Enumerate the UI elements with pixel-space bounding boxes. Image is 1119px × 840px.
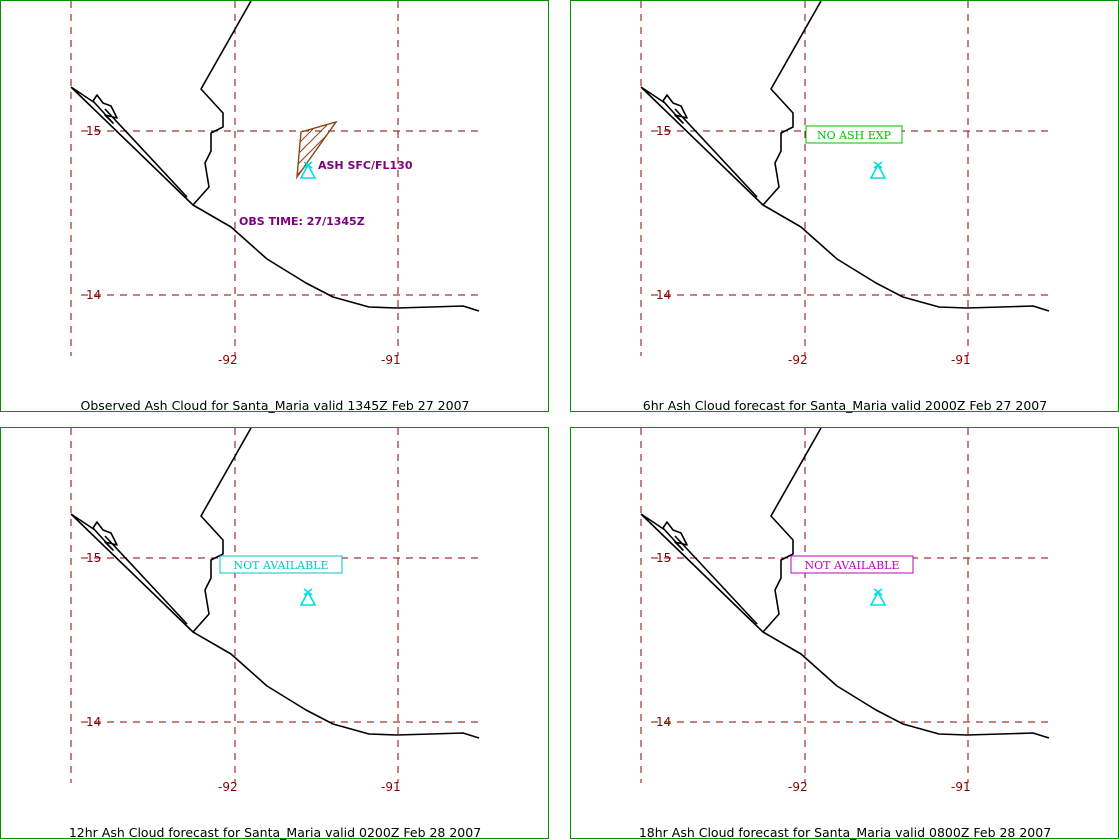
obs-time-label: OBS TIME: 27/1345Z	[239, 215, 365, 228]
forecast-18hr-panel: 15 14 -92 -91 NOT AVAILABLE 18hr Ash Clo…	[570, 427, 1119, 840]
coastline	[70, 428, 480, 739]
graticule	[640, 1, 1049, 356]
lon-tick-92: -92	[218, 780, 238, 794]
status-label: NOT AVAILABLE	[233, 559, 328, 572]
map-canvas: 15 14 -92 -91 NOT AVAILABLE 12hr Ash Clo…	[69, 428, 481, 840]
graticule	[70, 428, 479, 783]
graticule	[70, 1, 479, 356]
lon-tick-91: -91	[381, 353, 401, 367]
graticule	[640, 428, 1049, 783]
panel-caption: 12hr Ash Cloud forecast for Santa_Maria …	[69, 825, 481, 840]
lat-tick-14: 14	[86, 288, 101, 302]
lon-tick-91: -91	[381, 780, 401, 794]
volcano-triangle-icon	[299, 161, 317, 179]
volcano-triangle-icon	[869, 588, 887, 606]
lat-tick-14: 14	[656, 715, 671, 729]
lat-tick-15: 15	[656, 551, 671, 565]
map-canvas: 15 14 -92 -91 ASH SFC/FL130 OBS	[70, 1, 480, 413]
lon-tick-92: -92	[788, 780, 808, 794]
coastline	[640, 428, 1050, 739]
map-canvas: 15 14 -92 -91 NO ASH EXP 6hr Ash Cloud f…	[640, 1, 1050, 413]
lat-tick-14: 14	[656, 288, 671, 302]
status-box: NOT AVAILABLE	[219, 555, 343, 574]
lat-tick-15: 15	[86, 551, 101, 565]
lon-tick-91: -91	[951, 353, 971, 367]
coastline	[640, 1, 1050, 312]
lon-tick-92: -92	[218, 353, 238, 367]
status-label: NOT AVAILABLE	[804, 559, 899, 572]
ash-altitude-label: ASH SFC/FL130	[318, 159, 413, 172]
lon-tick-92: -92	[788, 353, 808, 367]
map-canvas: 15 14 -92 -91 NOT AVAILABLE 18hr Ash Clo…	[639, 428, 1051, 840]
panel-caption: Observed Ash Cloud for Santa_Maria valid…	[81, 398, 470, 413]
volcano-triangle-icon	[299, 588, 317, 606]
lat-tick-14: 14	[86, 715, 101, 729]
volcano-triangle-icon	[869, 161, 887, 179]
coastline	[70, 1, 480, 312]
lat-tick-15: 15	[86, 124, 101, 138]
status-box: NOT AVAILABLE	[790, 555, 914, 574]
status-box: NO ASH EXP	[805, 125, 903, 144]
forecast-6hr-panel: 15 14 -92 -91 NO ASH EXP 6hr Ash Cloud f…	[570, 0, 1119, 413]
panel-caption: 6hr Ash Cloud forecast for Santa_Maria v…	[643, 398, 1047, 413]
lon-tick-91: -91	[951, 780, 971, 794]
observed-ash-panel: 15 14 -92 -91 ASH SFC/FL130 OBS	[0, 0, 549, 413]
lat-tick-15: 15	[656, 124, 671, 138]
status-label: NO ASH EXP	[817, 129, 892, 142]
panel-caption: 18hr Ash Cloud forecast for Santa_Maria …	[639, 825, 1051, 840]
ash-cloud-polygon	[296, 120, 338, 180]
forecast-12hr-panel: 15 14 -92 -91 NOT AVAILABLE 12hr Ash Clo…	[0, 427, 549, 840]
